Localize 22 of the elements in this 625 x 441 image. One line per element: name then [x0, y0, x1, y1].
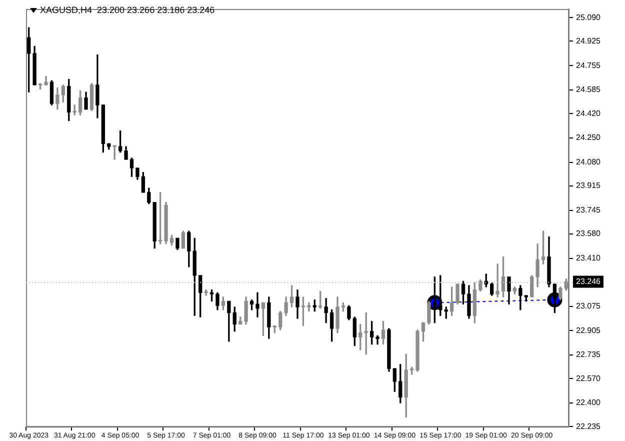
- y-tick-label: 22.235: [576, 422, 602, 431]
- y-tick-label: 23.745: [576, 205, 602, 214]
- y-tick-label: 24.420: [576, 108, 602, 118]
- ref-line-label: 23.246: [576, 276, 602, 286]
- y-tick-label: 23.410: [576, 253, 602, 262]
- y-tick-label: 22.570: [576, 374, 602, 383]
- y-tick-label: 25.090: [576, 12, 602, 22]
- y-tick-label: 23.915: [576, 181, 602, 190]
- y-tick-label: 22.400: [576, 398, 602, 408]
- y-tick-label: 24.585: [576, 85, 602, 94]
- y-tick-label: 24.250: [576, 133, 602, 142]
- chart-title: XAGUSD,H4 23.200 23.266 23.186 23.246: [40, 5, 215, 15]
- y-tick-label: 22.735: [576, 350, 602, 360]
- candlestick: [204, 289, 208, 296]
- candlestick: [256, 292, 260, 318]
- y-tick-label: 22.905: [576, 326, 602, 335]
- y-tick-label: 23.075: [576, 301, 602, 310]
- y-tick-label: 24.925: [576, 36, 602, 46]
- y-tick-label: 24.755: [576, 60, 602, 70]
- y-tick-label: 23.580: [576, 229, 602, 238]
- candlestick: [496, 264, 500, 298]
- y-tick-label: 24.080: [576, 157, 602, 166]
